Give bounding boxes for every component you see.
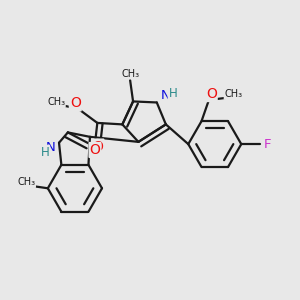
Text: F: F xyxy=(264,138,272,151)
Text: H: H xyxy=(169,87,177,100)
Text: CH₃: CH₃ xyxy=(224,89,242,99)
Text: O: O xyxy=(89,143,100,157)
Text: CH₃: CH₃ xyxy=(47,97,65,107)
Text: O: O xyxy=(92,140,103,154)
Text: N: N xyxy=(161,89,170,103)
Text: H: H xyxy=(40,146,49,159)
Text: CH₃: CH₃ xyxy=(121,69,139,79)
Text: N: N xyxy=(46,141,56,154)
Text: O: O xyxy=(206,87,217,101)
Text: O: O xyxy=(70,97,81,110)
Text: CH₃: CH₃ xyxy=(17,177,35,188)
